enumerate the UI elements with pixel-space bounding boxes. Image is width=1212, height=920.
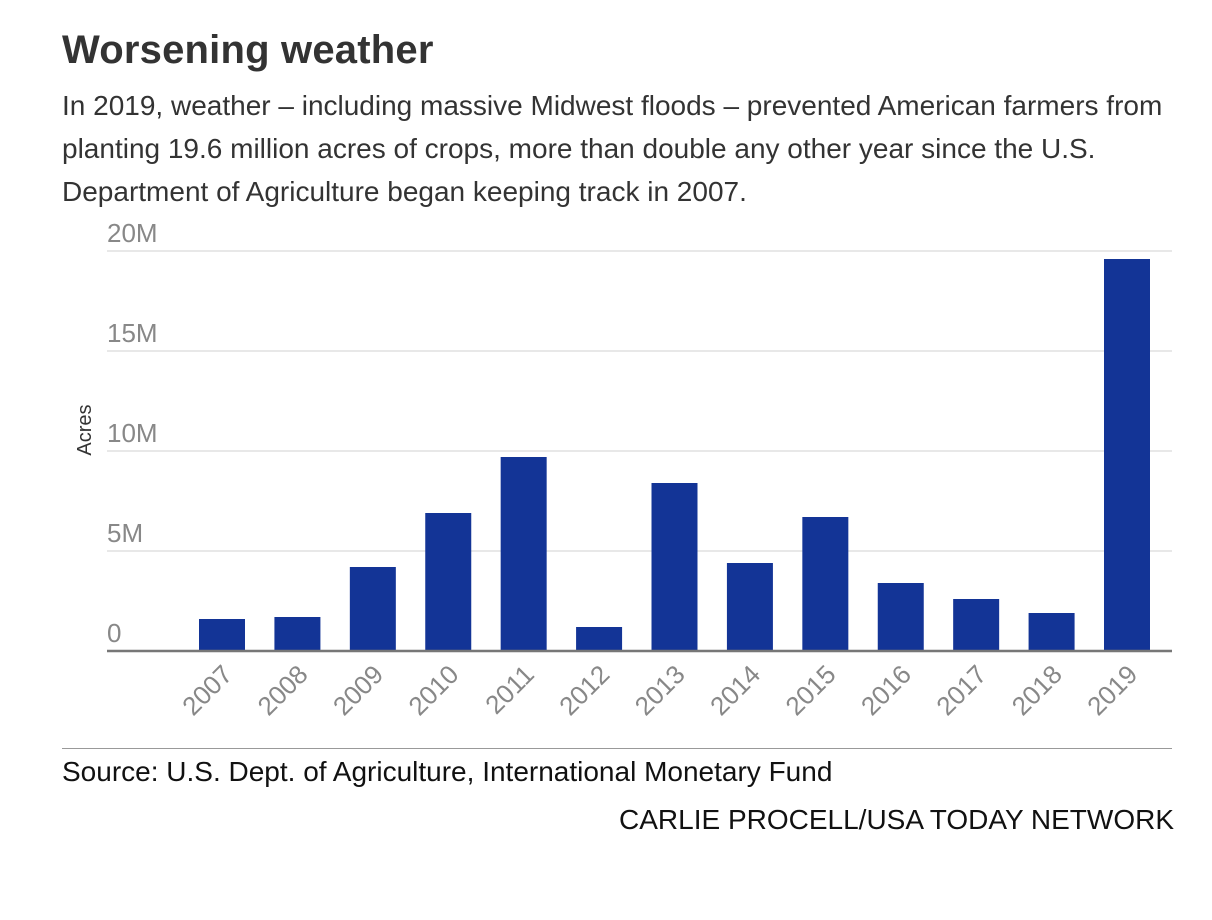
footer-divider xyxy=(62,748,1172,749)
bar-2015 xyxy=(802,517,849,651)
y-tick-label: 20M xyxy=(107,218,158,248)
x-tick-label: 2012 xyxy=(553,659,615,721)
x-tick-label: 2009 xyxy=(327,659,389,721)
bar-2014 xyxy=(726,563,773,651)
x-tick-label: 2019 xyxy=(1081,659,1143,721)
x-tick-label: 2018 xyxy=(1006,659,1068,721)
bar-2010 xyxy=(425,513,472,651)
credit-line: CARLIE PROCELL/USA TODAY NETWORK xyxy=(619,804,1174,835)
axes: 0 5M 10M 15M 20M 2007 2008 2009 2010 2011 2012 2013… xyxy=(107,218,1172,721)
source-note: Source: U.S. Dept. of Agriculture, Inter… xyxy=(62,756,833,787)
bars xyxy=(199,259,1150,651)
bar-2017 xyxy=(953,599,1000,651)
gridlines xyxy=(107,250,1172,552)
y-tick-label: 0 xyxy=(107,618,121,648)
bar-2008 xyxy=(274,617,321,651)
bar-2018 xyxy=(1028,613,1075,651)
x-tick-label: 2011 xyxy=(479,659,540,720)
bar-2013 xyxy=(651,483,698,651)
chart-subtitle: In 2019, weather – including massive Mid… xyxy=(62,90,1163,207)
x-tick-label: 2010 xyxy=(402,659,464,721)
bar-2012 xyxy=(576,627,623,651)
y-axis-label: Acres xyxy=(74,404,96,455)
x-tick-label: 2016 xyxy=(855,659,917,721)
y-tick-label: 5M xyxy=(107,518,143,548)
bar-2016 xyxy=(877,583,924,651)
x-tick-label: 2014 xyxy=(704,659,766,721)
bar-2019 xyxy=(1104,259,1150,651)
y-tick-label: 15M xyxy=(107,318,158,348)
bar-2011 xyxy=(500,457,547,651)
x-tick-label: 2007 xyxy=(176,659,238,721)
chart-title: Worsening weather xyxy=(62,28,434,72)
bar-2007 xyxy=(199,619,245,651)
bar-2009 xyxy=(349,567,396,651)
x-tick-label: 2008 xyxy=(252,659,314,721)
y-tick-label: 10M xyxy=(107,418,158,448)
x-tick-label: 2015 xyxy=(779,659,841,721)
x-tick-label: 2017 xyxy=(930,659,992,721)
bar-chart: 0 5M 10M 15M 20M 2007 2008 2009 2010 2011 2012 2013… xyxy=(74,218,1172,721)
x-tick-label: 2013 xyxy=(629,659,691,721)
